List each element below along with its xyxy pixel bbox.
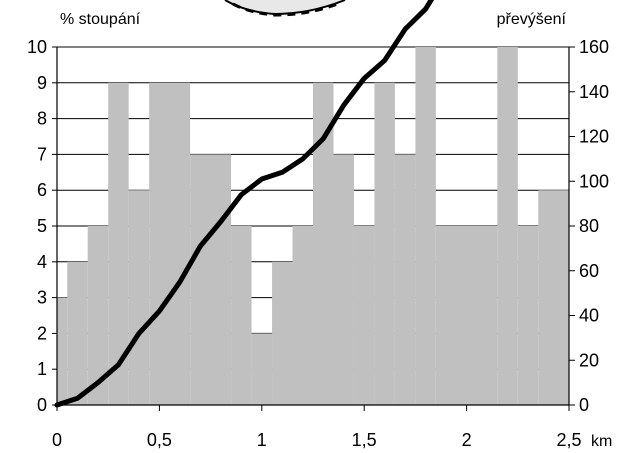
right-tick-label: 140: [579, 82, 609, 102]
slope-bar: [374, 82, 395, 406]
left-tick-label: 9: [37, 73, 47, 93]
slope-bar: [57, 297, 68, 405]
right-tick-label: 120: [579, 127, 609, 147]
slope-bar: [394, 154, 416, 405]
x-tick-labels: 0 0,5 1 1,5 2 2,5: [52, 430, 582, 450]
left-tick-label: 7: [37, 144, 47, 164]
x-tick-label: 1: [257, 430, 267, 450]
axes: [52, 46, 575, 411]
slope-bar: [292, 226, 313, 405]
right-tick-label: 60: [579, 261, 599, 281]
left-tick-label: 10: [27, 37, 47, 57]
right-tick-label: 40: [579, 306, 599, 326]
left-tick-labels: 0 1 2 3 4 5 6 7 8 9 10: [27, 37, 47, 415]
elevation-line: [54, 0, 435, 408]
slope-bar: [108, 82, 129, 406]
slope-bar: [87, 226, 109, 405]
slope-bar: [313, 82, 334, 406]
right-tick-labels: 0 20 40 60 80 100 120 140 160: [579, 37, 609, 415]
x-tick-label: 2,5: [556, 430, 581, 450]
slope-bar: [435, 226, 498, 405]
x-tick-label: 1,5: [352, 430, 377, 450]
x-unit-label: km: [591, 433, 612, 450]
right-tick-label: 0: [579, 395, 589, 415]
slope-bar: [272, 261, 293, 405]
right-tick-label: 160: [579, 37, 609, 57]
slope-bar: [190, 154, 232, 405]
right-axis-label: převýšení: [497, 11, 567, 28]
right-tick-label: 100: [579, 171, 609, 191]
slope-bars: [57, 47, 569, 406]
left-tick-label: 8: [37, 109, 47, 129]
x-tick-label: 0: [52, 430, 62, 450]
left-axis-label: % stoupání: [60, 11, 141, 28]
slope-bar: [415, 47, 436, 405]
left-tick-label: 0: [37, 395, 47, 415]
left-tick-label: 2: [37, 323, 47, 343]
x-tick-label: 2: [462, 430, 472, 450]
slope-bar: [251, 333, 273, 405]
left-tick-label: 4: [37, 252, 47, 272]
left-tick-label: 1: [37, 359, 47, 379]
slope-bar: [128, 190, 150, 405]
slope-bar: [333, 154, 354, 405]
left-tick-label: 6: [37, 180, 47, 200]
slope-bar: [67, 261, 88, 405]
slope-bar: [497, 47, 518, 405]
slope-bar: [231, 226, 252, 405]
right-tick-label: 80: [579, 216, 599, 236]
left-tick-label: 5: [37, 216, 47, 236]
left-tick-label: 3: [37, 288, 47, 308]
slope-bar: [149, 82, 191, 406]
x-tick-label: 0,5: [147, 430, 172, 450]
right-tick-label: 20: [579, 350, 599, 370]
elevation-line-layer: [54, 0, 435, 408]
slope-bar: [353, 226, 375, 405]
slope-bar: [517, 226, 539, 405]
top-decoration: [224, 0, 346, 17]
slope-bar: [538, 190, 569, 405]
